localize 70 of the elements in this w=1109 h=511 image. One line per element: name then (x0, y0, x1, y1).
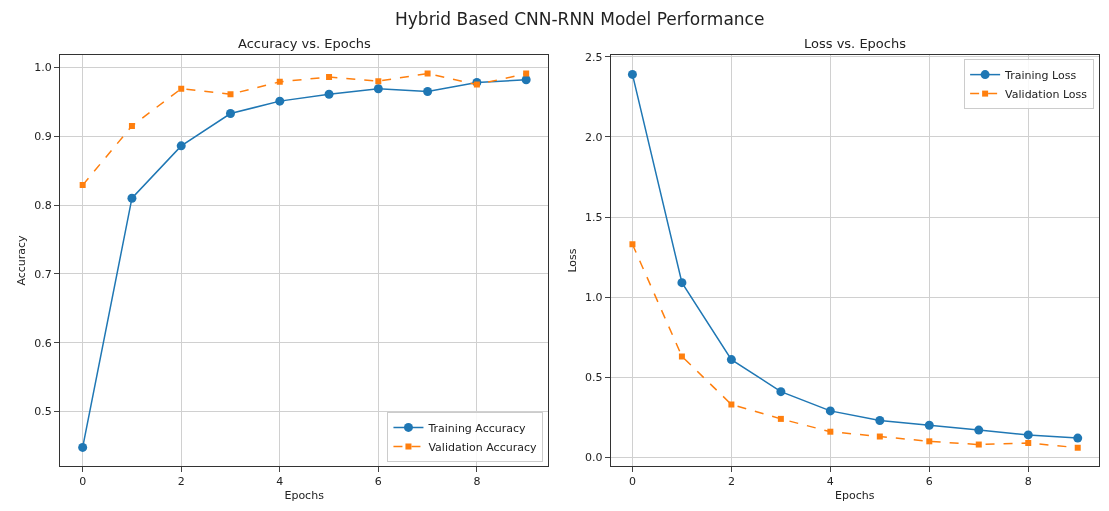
point (1074, 444, 1081, 451)
point (975, 441, 982, 448)
chart-title: Loss vs. Epochs (804, 36, 907, 51)
x-tick-label: 4 (276, 475, 284, 489)
point (128, 122, 135, 129)
x-tick-label: 0 (79, 475, 87, 489)
point (1023, 430, 1033, 440)
point (127, 193, 137, 203)
point (373, 84, 383, 94)
y-tick-label: 2.5 (584, 50, 603, 64)
point (424, 70, 431, 77)
point (78, 442, 88, 452)
point (677, 278, 687, 288)
x-axis-title: Epochs (835, 489, 875, 503)
y-tick-label: 0.7 (34, 267, 52, 281)
y-axis-title: Accuracy (14, 234, 28, 286)
legend-label: Training Accuracy (427, 421, 527, 435)
point (375, 78, 382, 85)
point (678, 353, 685, 360)
x-tick-label: 0 (628, 475, 636, 489)
legend-label: Validation Accuracy (428, 440, 537, 454)
y-tick-label: 1.0 (584, 290, 603, 304)
x-tick-label: 6 (374, 475, 382, 489)
point (629, 241, 636, 248)
y-tick-label: 1.0 (34, 61, 52, 75)
point (974, 425, 984, 435)
y-tick-label: 0.5 (584, 371, 603, 385)
chart-title: Accuracy vs. Epochs (238, 36, 372, 51)
y-tick-label: 0.5 (34, 405, 52, 419)
point (776, 387, 786, 397)
point (876, 433, 883, 440)
x-tick-label: 4 (826, 475, 834, 489)
y-tick-label: 2.0 (584, 130, 603, 144)
point (523, 70, 530, 77)
point (875, 415, 885, 425)
point (777, 415, 784, 422)
y-tick-label: 0.0 (584, 451, 603, 465)
x-tick-label: 2 (727, 475, 735, 489)
point (827, 428, 834, 435)
point (324, 89, 334, 99)
x-tick-label: 2 (177, 475, 185, 489)
point (178, 85, 185, 92)
legend-label: Training Loss (1004, 68, 1077, 82)
x-axis-title: Epochs (284, 489, 325, 503)
y-tick-label: 0.8 (34, 198, 52, 212)
point (326, 74, 333, 81)
point (176, 141, 186, 151)
point (1025, 439, 1032, 446)
y-axis-title: Loss (565, 248, 579, 273)
point (825, 406, 835, 416)
y-tick-label: 1.5 (584, 210, 603, 224)
point (423, 86, 433, 96)
y-tick-label: 0.9 (34, 130, 52, 144)
point (728, 401, 735, 408)
point (926, 438, 933, 445)
point (226, 109, 235, 119)
y-tick-label: 0.6 (34, 336, 52, 350)
point (924, 420, 934, 430)
point (276, 78, 283, 85)
point (627, 69, 637, 79)
legend-label: Validation Loss (1005, 87, 1088, 101)
point (726, 355, 736, 365)
point (1073, 433, 1083, 443)
x-tick-label: 6 (925, 475, 933, 489)
point (227, 91, 234, 98)
point (79, 182, 86, 189)
x-tick-label: 8 (1024, 475, 1032, 489)
point (275, 96, 285, 106)
x-tick-label: 8 (473, 475, 481, 489)
text: Hybrid Based CNN-RNN Model Performance (395, 9, 765, 29)
